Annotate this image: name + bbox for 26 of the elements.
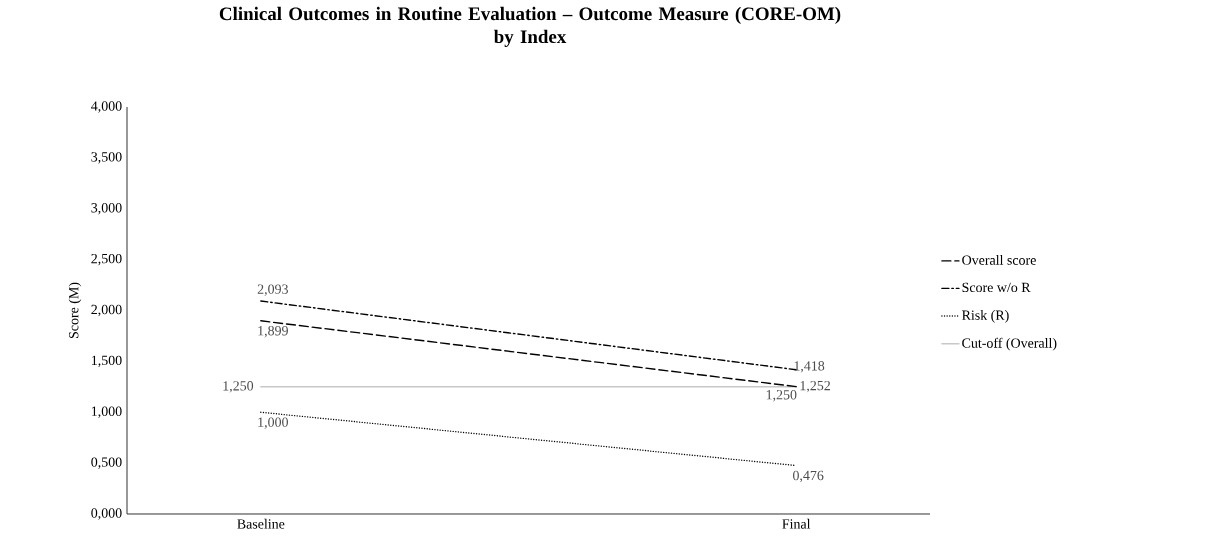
data-label: 1,899 — [258, 325, 288, 338]
data-label: 1,418 — [794, 361, 825, 373]
data-label: 1,000 — [258, 417, 288, 429]
chart-title: Clinical Outcomes in Routine Evaluation – Outcome Measure (CORE-OM) — [219, 6, 841, 25]
data-label: 1,252 — [800, 380, 830, 393]
legend-label: Cut-off (Overall) — [962, 337, 1057, 351]
y-tick-label: 1,500 — [91, 355, 122, 368]
y-tick-label: 2,000 — [91, 304, 122, 317]
x-tick-label: Baseline — [237, 518, 285, 529]
data-label: 0,476 — [793, 470, 824, 483]
y-axis-title: Score (M) — [68, 282, 82, 339]
data-label: 1,250 — [766, 390, 797, 402]
y-tick-label: 4,000 — [91, 101, 122, 113]
legend-label: Score w/o R — [962, 282, 1031, 293]
y-tick-label: 0,500 — [91, 457, 122, 469]
data-label: 1,250 — [223, 381, 254, 393]
y-tick-label: 1,000 — [91, 406, 122, 418]
x-tick-label: Final — [782, 518, 811, 529]
y-tick-label: 0,000 — [91, 508, 122, 520]
legend-label: Risk (R) — [962, 310, 1009, 323]
y-tick-label: 3,500 — [91, 152, 122, 164]
chart-subtitle: by Index — [493, 29, 567, 47]
y-tick-label: 2,500 — [91, 253, 122, 266]
y-tick-label: 3,000 — [91, 203, 122, 215]
legend-label: Overall score — [962, 254, 1036, 265]
data-label: 2,093 — [257, 284, 288, 296]
